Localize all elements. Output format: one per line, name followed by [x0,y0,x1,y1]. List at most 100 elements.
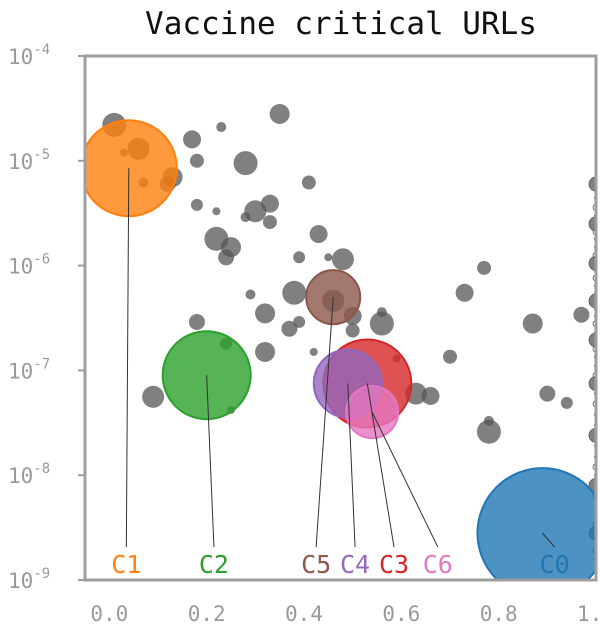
column-data-point [594,423,596,428]
x-axis: 0.0 0.2 0.4 0.6 0.8 1.0 [90,602,600,626]
cluster-label-c1: C1 [111,550,141,579]
column-data-point [592,274,596,282]
data-point [262,215,277,230]
data-point [255,341,276,362]
data-point [301,175,316,190]
column-data-point [588,427,596,443]
data-point [269,103,290,124]
column-data-point [594,283,596,288]
x-tick-label: 0.6 [382,602,420,626]
column-data-point [594,268,596,273]
chart-title: Vaccine critical URLs [145,6,537,42]
cluster-label-c5: C5 [301,550,331,579]
column-data-point [592,371,596,379]
column-data-point [592,228,596,236]
data-point [369,311,394,336]
column-data-point [594,306,596,311]
data-point [240,212,251,223]
y-tick-label: 10-8 [8,461,50,488]
data-point [188,313,205,330]
data-point [282,280,307,305]
data-point [560,396,573,409]
column-data-point [594,412,596,417]
data-point [573,306,590,323]
column-data-point [588,255,596,271]
column-data-point [594,364,596,369]
data-point [293,315,306,328]
x-tick-label: 0.0 [90,602,128,626]
column-data-point [588,293,596,309]
y-tick-label: 10-9 [8,566,50,593]
leader-line-c2 [206,375,215,548]
data-point [539,385,556,402]
cluster-bubble-c0 [476,467,596,580]
column-data-point [594,196,596,201]
data-point [189,153,204,168]
column-data-point [594,291,596,296]
data-point [309,347,318,356]
data-point [345,323,360,338]
data-point [218,249,235,266]
data-point [260,194,279,213]
data-point [255,303,276,324]
column-data-point [594,314,596,319]
leader-line-c4 [347,383,356,548]
column-data-point [594,330,596,335]
column-data-point [592,252,596,259]
data-point [455,283,474,302]
x-tick-label: 1.0 [577,602,600,626]
cluster-label-c6: C6 [423,550,453,579]
column-data-point [594,454,596,459]
column-data-point [594,391,596,396]
data-point [476,419,501,444]
column-data-point [588,332,596,348]
leader-line-c5 [315,297,334,548]
data-point [190,198,203,211]
clusters-layer [85,119,596,580]
column-data-point [592,203,596,211]
plot-area [85,103,596,580]
cluster-label-c0: C0 [540,550,570,579]
leader-line-c1 [125,168,130,548]
labels-layer: C0 C1 C2 C3 C4 C5 C6 [111,550,569,579]
y-tick-label: 10-4 [8,42,50,69]
data-point [522,313,543,334]
leaders-layer [125,168,555,548]
data-point [477,260,492,275]
column-data-point [594,245,596,250]
data-point [324,253,333,262]
column-data-point [594,443,596,448]
column-data-point [594,473,596,478]
column-data-point [588,176,596,192]
column-data-point [588,376,596,391]
leader-line-c6 [371,411,439,548]
data-point [216,122,227,133]
y-tick-label: 10-6 [8,252,50,279]
y-tick-label: 10-7 [8,356,50,383]
data-point [443,349,457,364]
y-axis: 10-9 10-8 10-7 10-6 10-5 10-4 [8,42,85,593]
plot-frame [83,54,598,582]
data-point [293,251,306,264]
column-data-point [592,320,596,327]
column-data-point [592,400,596,408]
column-data-point [592,345,596,353]
cluster-label-c3: C3 [379,550,409,579]
x-tick-label: 0.4 [285,602,323,626]
leader-line-c0 [542,532,555,548]
data-point [281,320,298,337]
cluster-label-c4: C4 [340,550,370,579]
data-point [245,289,256,300]
column-data-point [588,216,596,232]
data-point [331,248,354,271]
column-data-point [592,463,596,471]
column-data-point [594,236,596,241]
data-point [233,151,258,176]
x-tick-label: 0.2 [188,602,226,626]
y-tick-label: 10-5 [8,147,50,174]
cluster-label-c2: C2 [199,550,229,579]
column-data-point [594,213,596,218]
data-point [142,385,165,408]
data-point [309,225,328,244]
